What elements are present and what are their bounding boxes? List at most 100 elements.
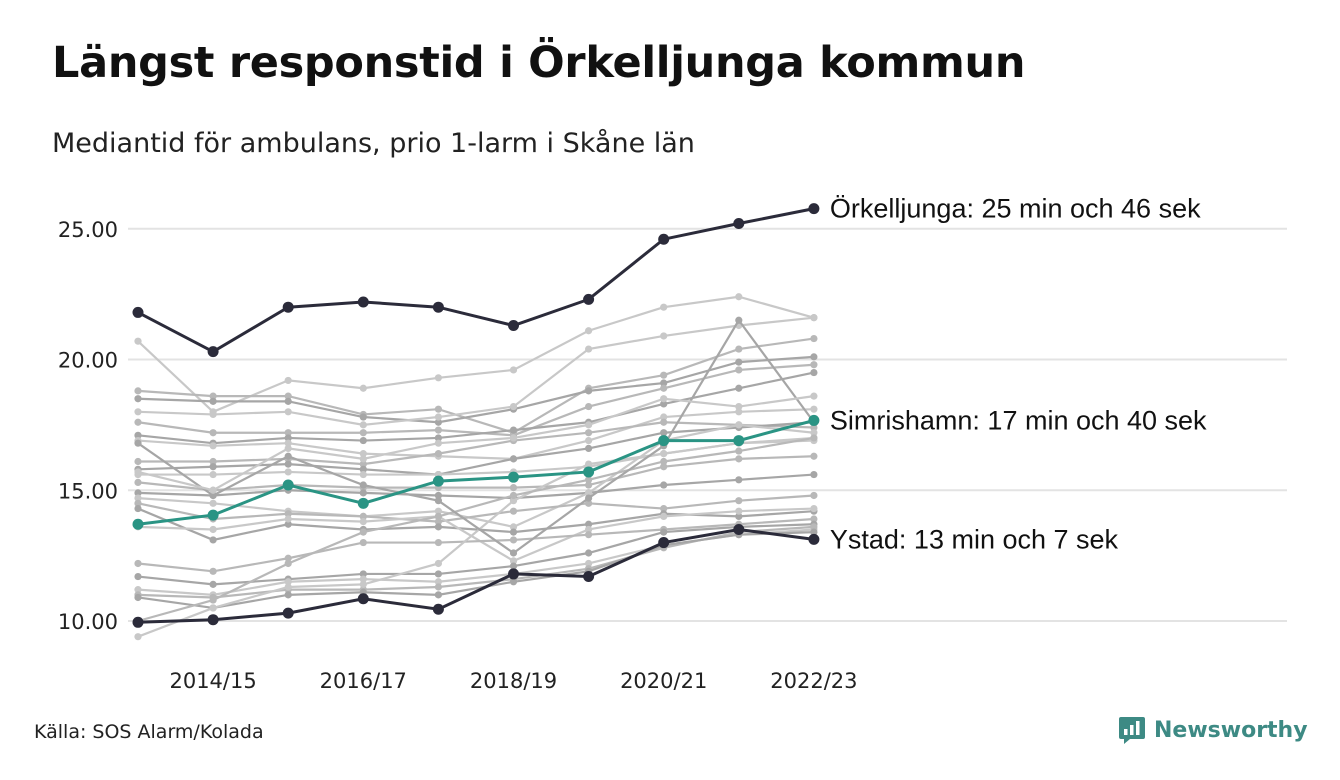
background-series-line <box>134 334 818 437</box>
data-point <box>434 491 442 500</box>
brand-logo[interactable]: Newsworthy <box>1118 713 1308 747</box>
series-path <box>137 473 814 500</box>
x-tick-label: 2016/17 <box>320 669 407 693</box>
data-point <box>134 489 142 497</box>
data-point <box>585 520 593 528</box>
data-point <box>585 444 593 453</box>
data-point <box>209 429 217 437</box>
series-path <box>137 530 814 610</box>
series-path <box>137 408 814 460</box>
data-point <box>733 218 745 230</box>
data-point <box>209 463 217 471</box>
y-tick-label: 15.00 <box>58 479 118 503</box>
data-point <box>134 431 142 439</box>
data-point <box>508 471 519 483</box>
data-point <box>434 413 442 421</box>
data-point <box>735 316 743 324</box>
data-point <box>660 457 668 466</box>
data-point <box>733 435 745 447</box>
data-point <box>509 536 518 544</box>
data-point <box>509 507 518 515</box>
data-point <box>509 455 518 463</box>
data-point <box>434 418 442 426</box>
background-series <box>134 293 818 641</box>
data-point <box>585 327 593 335</box>
data-point <box>810 528 818 536</box>
data-point <box>434 583 442 591</box>
data-point <box>660 418 668 426</box>
y-axis-ticks: 10.00 15.00 20.00 25.00 <box>58 218 118 634</box>
data-point <box>585 525 593 534</box>
data-point <box>134 418 142 426</box>
data-point <box>359 460 367 468</box>
series-path <box>137 507 814 542</box>
series-path <box>137 418 815 526</box>
data-point <box>434 434 442 442</box>
data-point <box>583 466 595 478</box>
data-point <box>209 580 217 588</box>
data-point <box>735 384 743 392</box>
data-point <box>209 457 217 466</box>
data-point <box>209 604 217 612</box>
data-point <box>508 320 519 332</box>
data-point <box>434 591 442 599</box>
data-point <box>359 436 367 445</box>
line-chart: 10.00 15.00 20.00 25.00 2014/15 2016/17 2018/… <box>58 194 1287 693</box>
data-point <box>509 484 518 492</box>
data-point <box>735 293 743 301</box>
data-point <box>810 353 818 361</box>
data-point <box>357 593 369 605</box>
data-point <box>284 376 292 385</box>
data-point <box>282 607 294 619</box>
data-point <box>434 559 442 568</box>
data-point <box>134 478 142 487</box>
data-point <box>660 481 668 489</box>
data-point <box>735 408 743 416</box>
data-point <box>284 452 292 460</box>
data-point <box>134 572 142 581</box>
data-point <box>434 570 442 578</box>
data-point <box>359 481 367 489</box>
data-point <box>810 314 818 322</box>
x-axis-ticks: 2014/15 2016/17 2018/19 2020/21 2022/23 <box>169 669 857 693</box>
data-point <box>585 559 593 568</box>
series-path <box>138 421 814 466</box>
data-point <box>432 603 444 615</box>
data-point <box>284 444 292 453</box>
series-path <box>137 517 814 573</box>
series-path <box>137 395 815 492</box>
data-point <box>509 528 518 536</box>
data-point <box>434 426 442 434</box>
data-point <box>660 450 668 458</box>
data-point <box>585 476 593 484</box>
data-point <box>284 468 292 476</box>
background-series-line <box>134 515 818 575</box>
data-point <box>660 429 668 437</box>
series-path <box>137 507 814 563</box>
data-point <box>508 568 519 580</box>
data-point <box>585 489 593 497</box>
data-point <box>359 570 367 578</box>
data-point <box>585 531 593 539</box>
data-point <box>585 345 593 353</box>
data-point <box>658 537 670 549</box>
background-series-line <box>134 353 818 426</box>
data-point <box>434 512 442 521</box>
data-point <box>209 525 217 534</box>
data-point <box>509 523 518 531</box>
data-point <box>359 580 367 588</box>
data-point <box>808 414 820 426</box>
data-point <box>735 402 743 411</box>
data-point <box>509 562 518 570</box>
data-point <box>509 491 518 500</box>
data-point <box>434 497 442 505</box>
data-point <box>207 614 219 626</box>
data-point <box>735 507 743 515</box>
data-point <box>660 528 668 536</box>
data-point <box>359 538 367 547</box>
data-point <box>132 616 144 628</box>
data-point <box>284 583 292 591</box>
background-series-line <box>134 314 818 429</box>
x-tick-label: 2022/23 <box>770 669 857 693</box>
data-point <box>209 410 217 419</box>
